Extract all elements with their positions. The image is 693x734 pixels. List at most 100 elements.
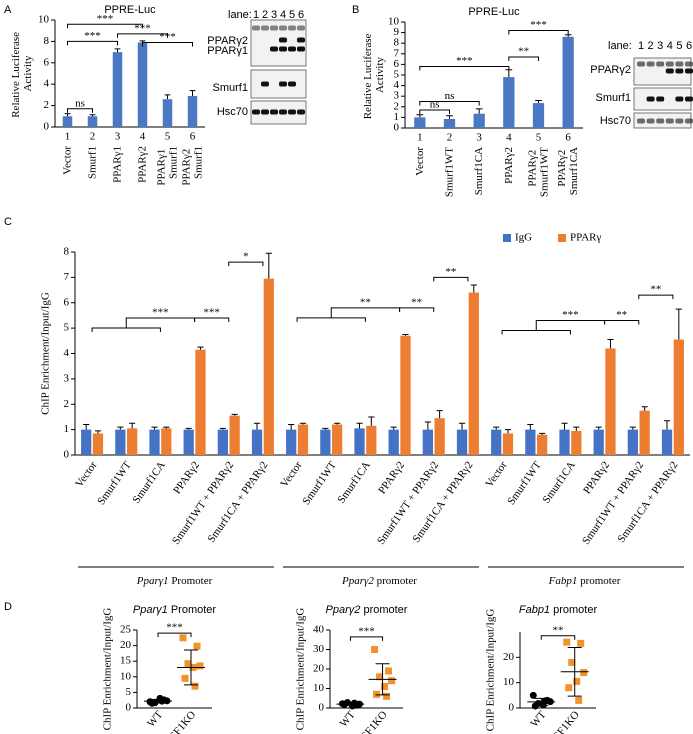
y-tick-label: 0 — [126, 702, 132, 714]
significance-bracket — [117, 33, 168, 38]
y-tick-label: 10 — [503, 676, 515, 688]
text-line: Smurf1 — [192, 146, 204, 179]
bar — [456, 429, 468, 455]
y-tick-label: 9 — [394, 26, 400, 38]
y-tick-label: 0 — [509, 702, 515, 714]
blot-band — [288, 25, 296, 31]
category-number: 1 — [65, 131, 71, 143]
error-bar — [299, 422, 307, 425]
y-tick-label: 10 — [38, 14, 50, 26]
sd-bar — [184, 649, 198, 686]
error-bar — [607, 339, 614, 349]
bar — [532, 103, 545, 128]
category-number: 5 — [536, 132, 542, 144]
y-axis-label: ChIP Enrichment/Input/IgG — [295, 608, 307, 731]
y-tick-label: 8 — [44, 35, 50, 47]
blot-band — [685, 68, 693, 74]
sd-bar — [151, 698, 165, 704]
bar — [502, 433, 514, 455]
y-tick-label: 7 — [394, 47, 400, 59]
significance-bracket — [194, 317, 230, 322]
error-bar — [83, 424, 90, 430]
bar — [473, 113, 485, 128]
blot-band — [261, 81, 269, 87]
error-bar — [185, 427, 192, 430]
bar — [161, 428, 172, 455]
error-bar — [219, 427, 226, 430]
blot-band — [646, 118, 655, 124]
significance-label: *** — [134, 22, 151, 34]
y-tick-label: 4 — [394, 79, 400, 91]
category-number: 6 — [565, 132, 571, 144]
error-bar — [424, 421, 431, 430]
significance-bracket — [419, 109, 450, 114]
significance-label: *** — [84, 30, 101, 42]
bar — [400, 335, 411, 455]
error-bar — [390, 426, 397, 430]
blot-band — [656, 61, 665, 67]
sd-bar — [343, 702, 358, 706]
significance-bracket — [419, 101, 480, 106]
x-tick-label: Smurf1WT — [95, 459, 134, 507]
legend-label: PPARγ — [570, 232, 602, 244]
blot-band — [297, 37, 305, 43]
blot-band — [646, 61, 655, 67]
italic-part: Fabp1 — [519, 604, 550, 616]
data-point — [568, 658, 576, 666]
y-tick-label: 10 — [120, 670, 132, 682]
bar — [639, 410, 650, 455]
plain-part: promoter — [360, 604, 407, 616]
plain-part: promoter — [550, 604, 597, 616]
blot-band — [675, 96, 684, 102]
significance-label: *** — [530, 19, 547, 31]
italic-part: Fabp1 — [548, 575, 578, 587]
significance-label: * — [243, 251, 249, 263]
x-tick-label: SF1KO — [359, 709, 390, 734]
sd-bar — [375, 663, 390, 696]
y-tick-label: 10 — [388, 16, 400, 28]
plain-part: Promoter — [169, 575, 213, 587]
text-line: Smurf1 — [167, 146, 179, 179]
blot-band — [637, 118, 645, 124]
y-tick-label: 0 — [64, 449, 70, 461]
bar — [414, 117, 426, 128]
lane-label: lane: — [228, 9, 252, 21]
bar — [562, 36, 574, 129]
panel-label: D — [4, 601, 12, 613]
error-bar — [595, 426, 602, 430]
x-tick-label: WT — [528, 709, 548, 730]
significance-label: *** — [152, 307, 169, 319]
error-bar — [663, 420, 671, 430]
y-tick-label: 20 — [120, 639, 132, 651]
panel-label: B — [352, 4, 359, 16]
bar — [263, 278, 274, 455]
lane-number: 2 — [262, 9, 268, 21]
significance-bracket — [508, 29, 569, 35]
error-bar — [117, 426, 124, 430]
y-tick-label: 0 — [44, 121, 50, 133]
y-tick-label: 8 — [394, 37, 400, 49]
italic-part: Pparγ1 — [133, 604, 168, 616]
significance-label: *** — [358, 625, 375, 637]
text-line: PPARγ1 — [155, 146, 167, 186]
error-bar — [446, 115, 453, 119]
error-bar — [322, 427, 329, 430]
data-point — [531, 702, 539, 710]
chart-title: PPRE-Luc — [468, 6, 520, 18]
significance-label: ns — [75, 97, 85, 109]
blot-row-label: Smurf1 — [213, 82, 248, 94]
data-point — [373, 690, 381, 698]
blot-band — [665, 68, 674, 74]
data-point — [179, 634, 187, 642]
blot-band — [270, 46, 278, 52]
blot-row-label: Hsc70 — [600, 115, 631, 127]
plain-part: promoter — [577, 575, 620, 587]
error-bar — [114, 48, 121, 53]
chart-title: PPRE-Luc — [104, 4, 156, 16]
blot-band — [279, 109, 287, 115]
bar — [366, 425, 377, 455]
blot-row-label: PPARγ2 — [590, 64, 631, 76]
category-number: 6 — [190, 131, 196, 143]
significance-bracket — [433, 276, 469, 282]
y-tick-label: 10 — [313, 682, 325, 694]
